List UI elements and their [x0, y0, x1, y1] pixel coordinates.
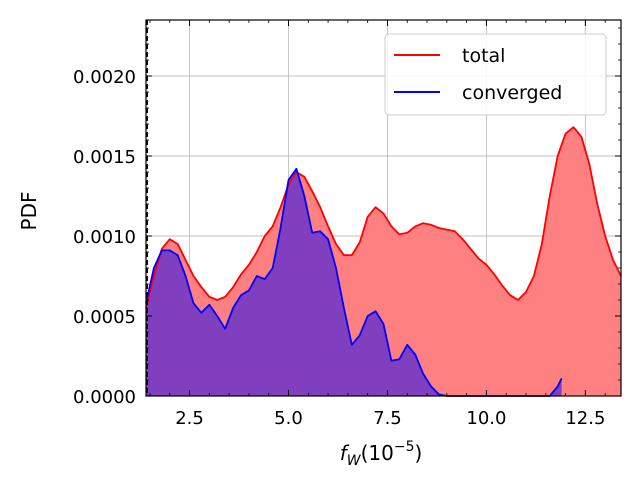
- y-tick-label-1: 0.0005: [73, 307, 136, 328]
- y-tick-label-3: 0.0015: [73, 147, 136, 168]
- legend: total converged: [384, 33, 607, 116]
- y-tick-label-0: 0.0000: [73, 387, 136, 408]
- x-axis-label-base: f: [340, 441, 350, 465]
- y-tick-label-4: 0.0020: [73, 67, 136, 88]
- y-axis-label: PDF: [17, 192, 41, 231]
- x-axis-label-sup: −5: [394, 439, 415, 455]
- x-tick-label-4: 12.5: [565, 408, 605, 429]
- line-total: [145, 126, 622, 309]
- y-tick-labels: 0.0000 0.0005 0.0010 0.0015 0.0020: [73, 67, 136, 408]
- x-axis-label-paren-close: ): [414, 441, 422, 465]
- x-tick-labels: 2.5 5.0 7.5 10.0 12.5: [175, 408, 605, 429]
- x-tick-label-1: 5.0: [274, 408, 303, 429]
- x-tick-label-3: 10.0: [466, 408, 506, 429]
- series-areas: [146, 127, 621, 396]
- x-axis-label: fW(10−5): [340, 439, 423, 469]
- legend-box: [384, 33, 607, 116]
- x-axis-label-sub: W: [347, 453, 362, 469]
- legend-label-total: total: [462, 45, 505, 67]
- axis-ticks: [146, 20, 621, 397]
- area-converged: [146, 168, 562, 396]
- legend-label-converged: converged: [462, 82, 562, 104]
- x-tick-label-0: 2.5: [175, 408, 204, 429]
- y-tick-label-2: 0.0010: [73, 227, 136, 248]
- x-tick-label-2: 7.5: [373, 408, 402, 429]
- x-axis-label-paren-open: (10: [361, 441, 394, 465]
- plot-frame: [145, 19, 622, 397]
